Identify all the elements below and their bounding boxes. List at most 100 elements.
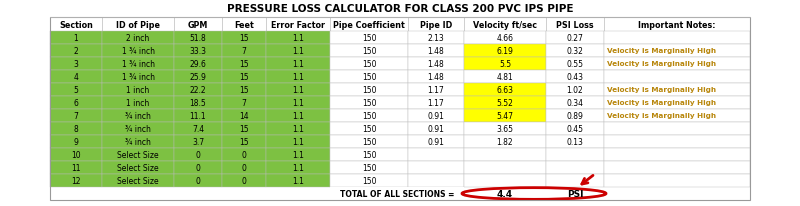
Bar <box>50 122 102 135</box>
Text: 150: 150 <box>362 137 376 146</box>
Bar <box>604 71 750 84</box>
Text: 4: 4 <box>74 73 78 82</box>
Text: 1 inch: 1 inch <box>126 85 150 95</box>
Bar <box>174 148 222 161</box>
Text: Section: Section <box>59 20 93 29</box>
Text: 1.48: 1.48 <box>428 60 444 69</box>
Text: Select Size: Select Size <box>117 176 159 185</box>
Text: 3.65: 3.65 <box>497 124 514 133</box>
Text: 150: 150 <box>362 47 376 56</box>
Text: PSI Loss: PSI Loss <box>556 20 594 29</box>
Bar <box>50 97 102 109</box>
Bar <box>266 18 330 32</box>
Text: 1.1: 1.1 <box>292 124 304 133</box>
Text: 7: 7 <box>242 47 246 56</box>
Text: 150: 150 <box>362 60 376 69</box>
Bar <box>330 32 408 45</box>
Bar <box>266 97 330 109</box>
Text: 150: 150 <box>362 73 376 82</box>
Text: 6.63: 6.63 <box>497 85 514 95</box>
Text: 11.1: 11.1 <box>190 111 206 121</box>
Bar <box>464 97 546 109</box>
Text: 2.13: 2.13 <box>428 34 444 43</box>
Text: Important Notes:: Important Notes: <box>638 20 716 29</box>
Text: Velocity ft/sec: Velocity ft/sec <box>473 20 537 29</box>
Bar <box>50 45 102 58</box>
Bar <box>546 97 604 109</box>
Text: 12: 12 <box>71 176 81 185</box>
Text: ¾ inch: ¾ inch <box>125 111 151 121</box>
Bar <box>266 122 330 135</box>
Text: 1.48: 1.48 <box>428 47 444 56</box>
Bar <box>50 135 102 148</box>
Text: Pipe ID: Pipe ID <box>420 20 452 29</box>
Text: 15: 15 <box>239 137 249 146</box>
Text: 0.34: 0.34 <box>566 98 583 108</box>
Bar <box>102 58 174 71</box>
Text: Pipe Coefficient: Pipe Coefficient <box>333 20 405 29</box>
Bar <box>330 45 408 58</box>
Bar <box>222 109 266 122</box>
Bar <box>604 45 750 58</box>
Text: 5.5: 5.5 <box>499 60 511 69</box>
Bar <box>102 135 174 148</box>
Bar <box>174 174 222 187</box>
Bar <box>174 32 222 45</box>
Bar <box>546 71 604 84</box>
Bar <box>266 71 330 84</box>
Text: 9: 9 <box>74 137 78 146</box>
Bar <box>330 161 408 174</box>
Bar <box>408 135 464 148</box>
Text: 15: 15 <box>239 85 249 95</box>
Text: 11: 11 <box>71 163 81 172</box>
Bar <box>330 135 408 148</box>
Text: 150: 150 <box>362 85 376 95</box>
Text: 0.13: 0.13 <box>566 137 583 146</box>
Bar <box>546 45 604 58</box>
Bar <box>174 18 222 32</box>
Text: 15: 15 <box>239 60 249 69</box>
Text: 1 ¾ inch: 1 ¾ inch <box>122 47 154 56</box>
Bar <box>408 109 464 122</box>
Bar <box>330 71 408 84</box>
Text: 6.19: 6.19 <box>497 47 514 56</box>
Text: 0.91: 0.91 <box>427 137 445 146</box>
Bar <box>50 109 102 122</box>
Bar <box>546 84 604 97</box>
Bar <box>174 58 222 71</box>
Bar <box>222 122 266 135</box>
Text: 0.91: 0.91 <box>427 124 445 133</box>
Bar <box>464 109 546 122</box>
Text: 14: 14 <box>239 111 249 121</box>
Bar <box>50 32 102 45</box>
Bar <box>464 58 546 71</box>
Text: 7: 7 <box>242 98 246 108</box>
Bar <box>408 161 464 174</box>
Text: 0.91: 0.91 <box>427 111 445 121</box>
Bar <box>464 45 546 58</box>
Bar <box>408 148 464 161</box>
Text: 1.17: 1.17 <box>428 85 444 95</box>
Text: 150: 150 <box>362 150 376 159</box>
Bar <box>408 97 464 109</box>
Text: 4.66: 4.66 <box>497 34 514 43</box>
Bar <box>102 71 174 84</box>
Text: Velocity is Marginally High: Velocity is Marginally High <box>607 48 716 54</box>
Text: 0: 0 <box>195 150 201 159</box>
Text: PRESSURE LOSS CALCULATOR FOR CLASS 200 PVC IPS PIPE: PRESSURE LOSS CALCULATOR FOR CLASS 200 P… <box>226 4 574 14</box>
Text: 1.1: 1.1 <box>292 176 304 185</box>
Text: 3.7: 3.7 <box>192 137 204 146</box>
Bar <box>222 45 266 58</box>
Bar <box>50 18 750 200</box>
Bar <box>102 32 174 45</box>
Bar <box>546 135 604 148</box>
Text: 1.1: 1.1 <box>292 150 304 159</box>
Bar <box>546 18 604 32</box>
Text: 29.6: 29.6 <box>190 60 206 69</box>
Bar <box>266 45 330 58</box>
Text: Select Size: Select Size <box>117 163 159 172</box>
Text: 1.82: 1.82 <box>497 137 514 146</box>
Bar <box>50 71 102 84</box>
Bar <box>408 18 464 32</box>
Bar <box>330 122 408 135</box>
